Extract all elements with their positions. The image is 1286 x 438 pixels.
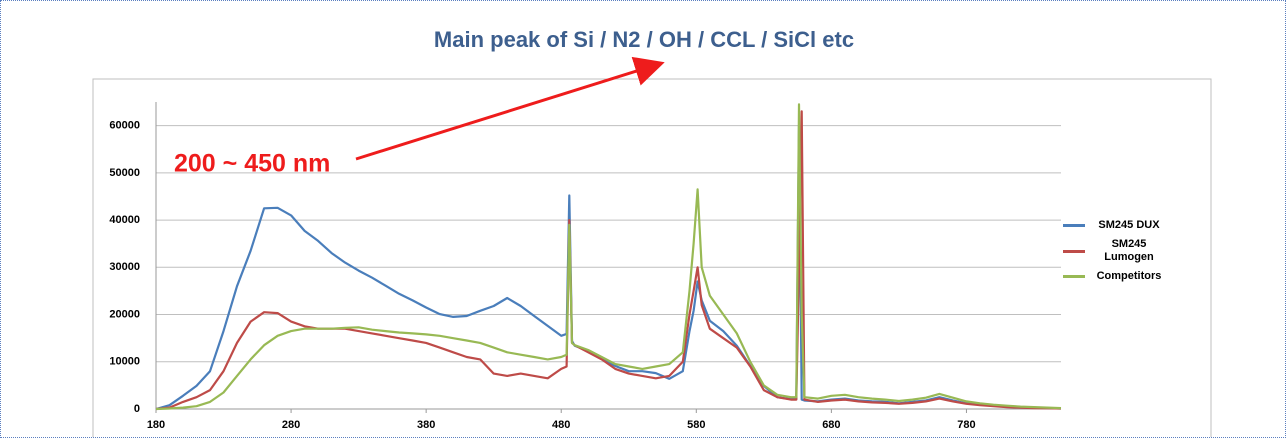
x-tick-label: 480 bbox=[552, 419, 570, 431]
legend-swatch bbox=[1063, 275, 1085, 278]
legend-label: SM245 Lumogen bbox=[1104, 238, 1154, 263]
y-tick-label: 50000 bbox=[109, 167, 140, 179]
x-tick-label: 780 bbox=[957, 419, 975, 431]
chart-frame bbox=[92, 78, 1212, 437]
legend: SM245 DUX SM245 Lumogen Competitors bbox=[1063, 219, 1165, 289]
series-line bbox=[155, 103, 1062, 411]
y-tick-label: 0 bbox=[134, 403, 140, 415]
x-tick-label: 180 bbox=[147, 419, 165, 431]
legend-item: Competitors bbox=[1063, 270, 1165, 283]
y-tick-label: 30000 bbox=[109, 261, 140, 273]
y-tick-label: 60000 bbox=[109, 120, 140, 132]
legend-label: SM245 DUX bbox=[1098, 219, 1160, 231]
chart-title: Main peak of Si / N2 / OH / CCL / SiCl e… bbox=[434, 27, 854, 52]
annotation: 200 ~ 450 nm bbox=[174, 150, 330, 178]
legend-swatch bbox=[1063, 249, 1085, 253]
y-tick-label: 20000 bbox=[109, 308, 140, 320]
legend-item: SM245 DUX bbox=[1063, 219, 1165, 232]
x-tick-label: 580 bbox=[687, 419, 705, 431]
x-tick-label: 380 bbox=[417, 419, 435, 431]
x-tick-label: 680 bbox=[822, 419, 840, 431]
legend-item: SM245 Lumogen bbox=[1063, 238, 1165, 264]
arrow bbox=[355, 56, 665, 161]
x-tick-label: 280 bbox=[282, 419, 300, 431]
legend-label: Competitors bbox=[1096, 270, 1162, 282]
y-tick-label: 10000 bbox=[109, 356, 140, 368]
legend-swatch bbox=[1063, 224, 1085, 227]
y-tick-label: 40000 bbox=[109, 214, 140, 226]
